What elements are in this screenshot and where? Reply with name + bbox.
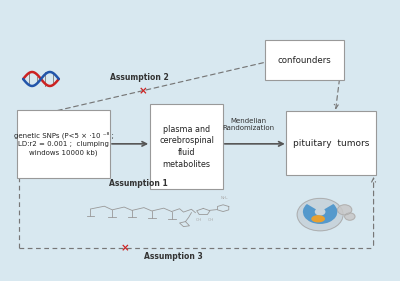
Circle shape bbox=[338, 205, 352, 215]
Text: confounders: confounders bbox=[278, 56, 331, 65]
Circle shape bbox=[297, 198, 343, 231]
Text: genetic SNPs (P<5 × ·10 ⁻⁸ ;
LD:r2 = 0.001 ;  clumping
windows 10000 kb): genetic SNPs (P<5 × ·10 ⁻⁸ ; LD:r2 = 0.0… bbox=[14, 132, 114, 156]
Ellipse shape bbox=[311, 215, 325, 223]
Text: Assumption 3: Assumption 3 bbox=[144, 252, 203, 261]
Text: ×: × bbox=[138, 86, 147, 96]
Text: plasma and
cerebrospinal
fluid
metabolites: plasma and cerebrospinal fluid metabolit… bbox=[159, 124, 214, 169]
Text: ×: × bbox=[121, 243, 130, 253]
Text: pituitary  tumors: pituitary tumors bbox=[293, 139, 369, 148]
FancyBboxPatch shape bbox=[265, 40, 344, 80]
Text: Assumption 2: Assumption 2 bbox=[110, 73, 169, 82]
FancyBboxPatch shape bbox=[286, 111, 376, 175]
Text: OH: OH bbox=[196, 218, 202, 222]
Circle shape bbox=[345, 213, 355, 220]
FancyBboxPatch shape bbox=[17, 110, 110, 178]
Text: NH₂: NH₂ bbox=[220, 196, 228, 200]
Text: Assumption 1: Assumption 1 bbox=[109, 179, 168, 188]
Text: Mendelian
Randomization: Mendelian Randomization bbox=[222, 117, 274, 131]
FancyBboxPatch shape bbox=[150, 104, 223, 189]
Wedge shape bbox=[303, 204, 337, 224]
Text: OH: OH bbox=[208, 218, 214, 222]
